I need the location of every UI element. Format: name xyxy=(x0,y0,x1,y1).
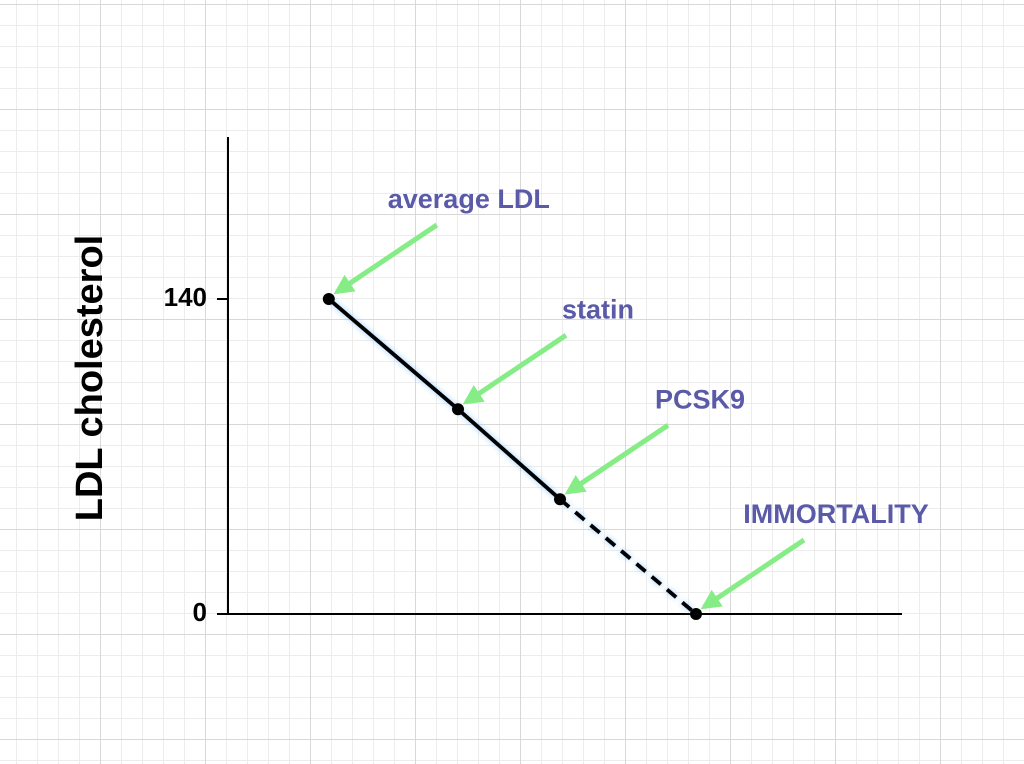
point-label: PCSK9 xyxy=(655,384,745,414)
data-point xyxy=(452,403,464,416)
annotation-arrow xyxy=(700,537,806,610)
line-segment xyxy=(327,297,460,411)
annotation-arrow xyxy=(462,333,568,405)
y-tick-label: 0 xyxy=(193,597,207,627)
point-label: IMMORTALITY xyxy=(743,499,928,529)
point-label: statin xyxy=(562,294,634,324)
line-segment xyxy=(456,407,562,501)
y-tick-label: 140 xyxy=(164,282,207,312)
line-segment xyxy=(558,497,698,616)
data-point xyxy=(690,608,702,620)
point-label: average LDL xyxy=(388,184,550,214)
y-axis-label: LDL cholesterol xyxy=(69,235,111,521)
data-point xyxy=(322,293,335,305)
annotation-arrow xyxy=(564,423,670,495)
data-point xyxy=(554,493,566,506)
annotation-arrow xyxy=(333,222,439,295)
